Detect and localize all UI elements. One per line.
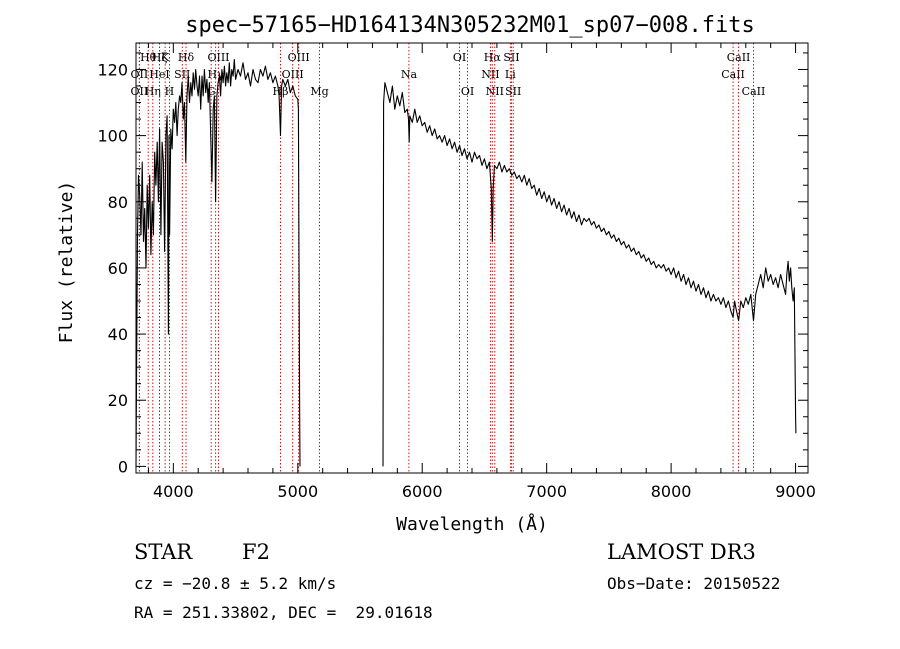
line-marker-label-13: Hβ [273,85,289,98]
x-tick-label-5: 9000 [775,482,816,501]
line-marker-label-27: CaII [727,51,751,64]
spectrum-line-0-0 [135,58,301,467]
object-class: STAR [134,540,193,564]
y-tick-label-6: 120 [97,60,128,79]
line-marker-label-28: CaII [742,85,766,98]
line-marker-label-22: NII [486,85,504,98]
line-marker-label-26: CaII [721,68,745,81]
y-tick-label-5: 100 [97,127,128,146]
line-marker-label-25: SII [505,85,521,98]
line-marker-label-6: K [161,51,170,64]
x-tick-label-2: 6000 [402,482,443,501]
line-marker-label-5: Hζ [152,51,168,64]
line-marker-label-14: OIII [282,68,304,81]
coordinates-text: RA = 251.33802, DEC = 29.01618 [134,603,433,622]
y-axis-label: Flux (relative) [56,181,77,344]
y-tick-label-1: 20 [108,391,128,410]
line-marker-label-16: Mg [310,85,328,98]
x-tick-label-4: 8000 [651,482,692,501]
x-tick-label-0: 4000 [153,482,194,501]
y-tick-label-4: 80 [108,193,128,212]
line-marker-label-10: G [207,85,216,98]
line-marker-label-24: SII [503,51,519,64]
line-marker-label-20: NII [481,68,499,81]
line-marker-label-17: Na [401,68,418,81]
line-marker-label-19: OI [461,85,474,98]
survey-name: LAMOST DR3 [607,540,756,564]
chart-title: spec−57165−HD164134N305232M01_sp07−008.f… [185,13,755,38]
obs-date-text: Obs−Date: 20150522 [607,574,781,593]
y-tick-label-3: 60 [108,259,128,278]
line-marker-label-18: OI [453,51,466,64]
line-marker-label-12: OIII [207,51,229,64]
x-tick-label-3: 7000 [526,482,567,501]
line-marker-label-1: OII [131,85,149,98]
line-marker-label-23: Li [505,68,516,81]
line-marker-label-21: Hα [484,51,502,64]
x-tick-label-1: 5000 [277,482,318,501]
line-marker-label-15: OIII [288,51,310,64]
line-marker-label-3: Hη [145,85,161,98]
plot-frame [135,42,809,474]
line-marker-label-9: Hδ [178,51,195,64]
spectrum-line-0-1 [382,82,797,467]
x-axis-label: Wavelength (Å) [396,513,548,535]
object-subclass: F2 [242,540,270,564]
redshift-text: cz = −20.8 ± 5.2 km/s [134,574,337,593]
y-tick-label-0: 0 [118,457,128,476]
line-marker-label-7: H [165,85,175,98]
y-tick-label-2: 40 [108,325,128,344]
